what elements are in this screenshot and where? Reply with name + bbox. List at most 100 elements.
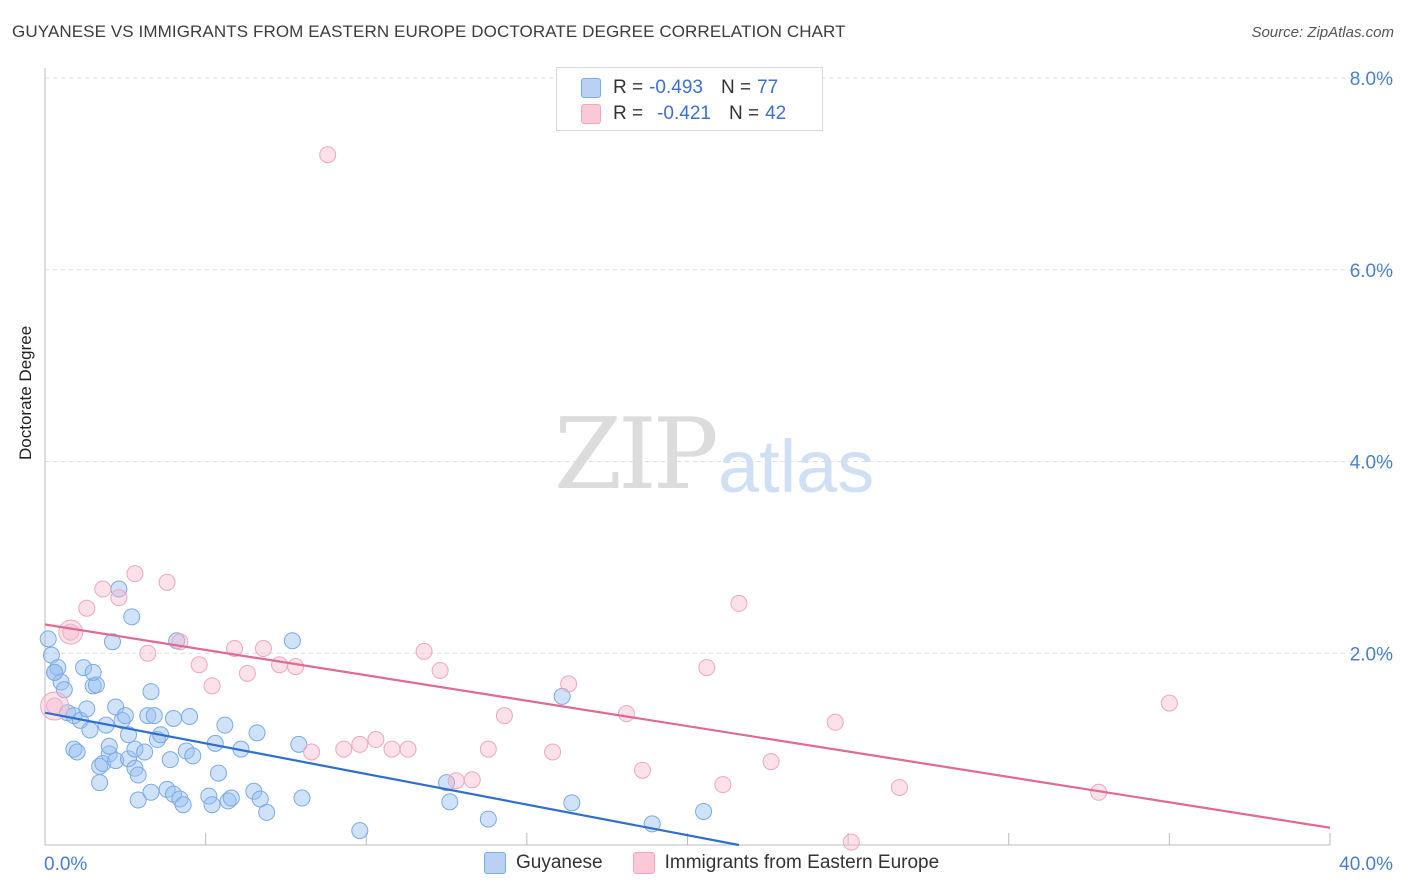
- data-point: [129, 791, 147, 809]
- data-point: [126, 740, 144, 758]
- data-point: [120, 750, 138, 768]
- data-point: [219, 792, 237, 810]
- data-point: [181, 708, 199, 726]
- data-point: [293, 789, 311, 807]
- data-point: [142, 783, 160, 801]
- legend-swatch-eastern: [581, 104, 601, 124]
- data-point: [283, 632, 301, 650]
- data-point: [94, 755, 112, 773]
- data-point: [399, 740, 417, 758]
- data-point: [116, 707, 134, 725]
- data-point: [319, 146, 337, 164]
- source-label: Source: ZipAtlas.com: [1251, 24, 1394, 41]
- data-point: [165, 709, 182, 727]
- data-point: [46, 663, 64, 681]
- series-swatch-guyanese: [484, 852, 506, 874]
- data-point: [39, 630, 57, 648]
- data-point: [441, 793, 459, 811]
- data-point: [216, 716, 234, 734]
- data-point: [254, 639, 272, 657]
- data-point: [203, 796, 221, 814]
- data-point: [58, 619, 84, 645]
- series-legend-eastern[interactable]: Immigrants from Eastern Europe: [632, 852, 940, 874]
- data-point: [479, 740, 497, 758]
- data-point: [290, 735, 308, 753]
- data-point: [129, 766, 147, 784]
- legend-n-label: N =: [720, 77, 752, 98]
- eastern-europe-points: [40, 146, 1178, 851]
- data-point: [335, 740, 353, 758]
- guyanese-points: [39, 580, 713, 840]
- series-label-eastern: Immigrants from Eastern Europe: [664, 852, 940, 873]
- data-point: [123, 608, 141, 626]
- data-point: [139, 644, 157, 662]
- data-point: [103, 633, 121, 651]
- data-point: [826, 713, 844, 731]
- trend-lines: [44, 623, 1331, 847]
- data-point: [287, 658, 305, 676]
- legend-r-value: -0.493: [649, 77, 703, 98]
- data-point: [203, 677, 221, 695]
- data-point: [248, 724, 266, 742]
- data-point: [714, 776, 732, 794]
- data-point: [222, 789, 240, 807]
- data-point: [68, 743, 86, 761]
- data-point: [271, 656, 289, 674]
- data-point: [145, 707, 163, 725]
- data-point: [55, 681, 73, 699]
- data-point: [617, 705, 635, 723]
- data-point: [431, 662, 449, 680]
- data-point: [65, 740, 83, 758]
- data-point: [136, 743, 154, 761]
- data-point: [891, 778, 909, 796]
- legend-n-value: 42: [765, 103, 787, 124]
- tick-labels: 2.0% 4.0% 6.0% 8.0% 0.0% 40.0%: [44, 69, 1393, 875]
- data-point: [258, 803, 276, 821]
- y-tick-label: 6.0%: [1350, 261, 1393, 282]
- data-point: [126, 565, 144, 583]
- data-point: [139, 707, 157, 725]
- series-legend: Guyanese Immigrants from Eastern Europe: [484, 852, 969, 874]
- data-point: [563, 794, 581, 812]
- watermark-atlas: atlas: [718, 425, 875, 508]
- data-point: [107, 752, 125, 770]
- data-point: [91, 774, 109, 792]
- data-point: [698, 659, 716, 677]
- series-label-guyanese: Guyanese: [516, 852, 603, 873]
- legend-r-value: -0.421: [657, 103, 711, 124]
- data-point: [351, 822, 369, 840]
- series-legend-guyanese[interactable]: Guyanese: [484, 852, 603, 874]
- trend-line-guyanese: [44, 711, 740, 847]
- data-point: [209, 764, 227, 782]
- y-tick-label: 2.0%: [1350, 644, 1393, 665]
- data-point: [479, 810, 497, 828]
- watermark-zip: ZIP: [554, 398, 719, 512]
- data-point: [174, 796, 192, 814]
- data-point: [730, 594, 748, 612]
- data-point: [447, 772, 465, 790]
- data-point: [367, 731, 385, 749]
- legend-r-label: R =: [613, 103, 644, 124]
- data-point: [184, 747, 202, 765]
- data-point: [383, 740, 401, 758]
- data-point: [84, 663, 102, 681]
- data-point: [78, 599, 96, 617]
- y-tick-label: 8.0%: [1350, 69, 1393, 90]
- legend-swatch-guyanese: [581, 78, 601, 98]
- data-point: [560, 675, 578, 693]
- data-point: [87, 676, 105, 694]
- data-point: [158, 573, 176, 591]
- x-tick-label: 40.0%: [1339, 854, 1393, 875]
- data-point: [94, 580, 112, 598]
- data-point: [49, 659, 67, 677]
- legend-n-value: 77: [757, 77, 779, 98]
- data-point: [495, 707, 513, 725]
- data-point: [762, 753, 780, 771]
- data-point: [78, 700, 96, 718]
- data-point: [120, 726, 138, 744]
- data-point: [463, 771, 481, 789]
- data-point: [190, 656, 208, 674]
- data-point: [226, 639, 244, 657]
- data-point: [171, 790, 189, 808]
